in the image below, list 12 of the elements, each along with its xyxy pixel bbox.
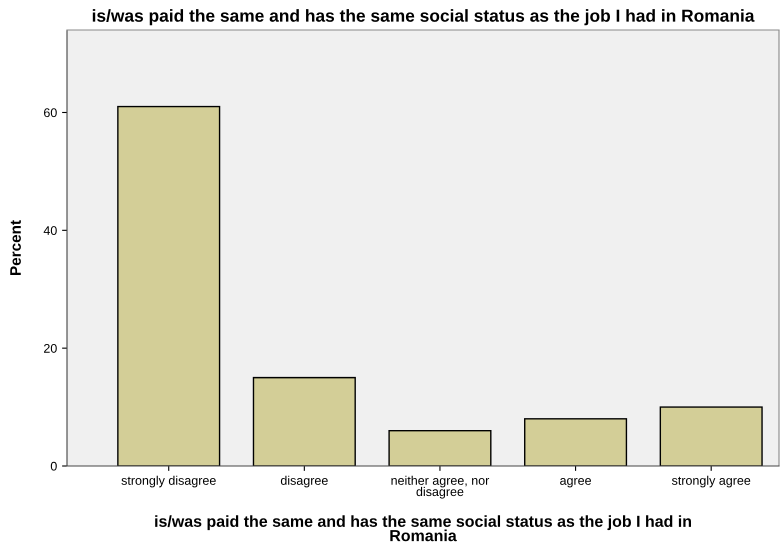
y-tick-label: 0 [50,462,57,471]
y-tick-label: 20 [44,344,57,353]
x-tick-label: disagree [280,476,328,488]
y-axis-title: Percent [10,220,21,275]
x-tick-label: strongly agree [672,476,750,488]
y-tick-label: 40 [44,226,57,235]
y-tick-label: 60 [44,108,57,118]
x-tick-label: agree [560,478,592,488]
chart-title: is/was paid the same and has the same social status as the job I had in Romania [92,9,755,26]
x-tick-label: neither agree, nor disagree [391,476,490,499]
x-tick-label: strongly disagree [121,476,216,488]
x-axis-title: is/was paid the same and has the same social status as the job I had in Romania [155,515,691,542]
